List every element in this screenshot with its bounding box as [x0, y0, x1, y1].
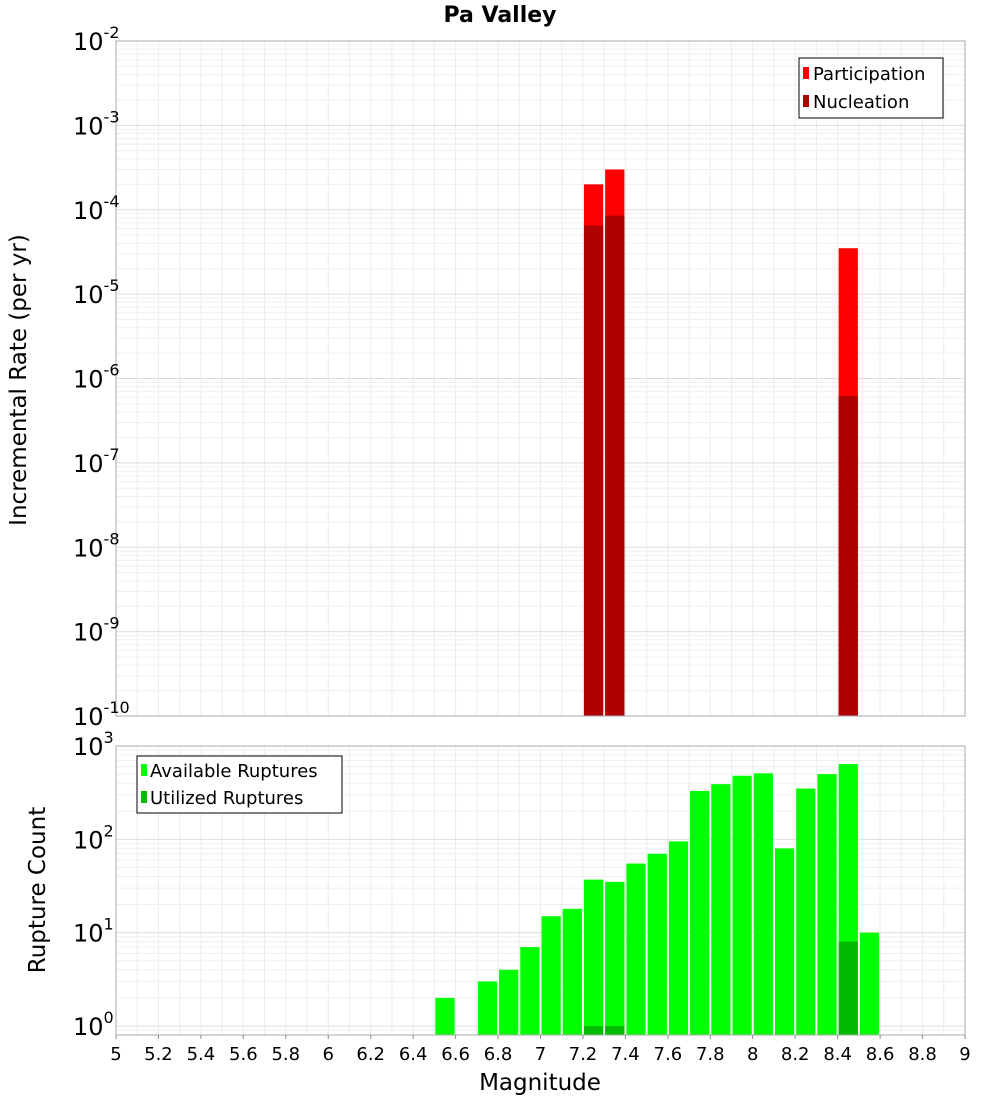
rate-bars	[583, 169, 858, 717]
available-ruptures-bar	[605, 881, 625, 1035]
legend-label-utilized: Utilized Ruptures	[150, 788, 303, 809]
x-tick-label: 5.6	[229, 1044, 258, 1065]
available-ruptures-bar	[732, 775, 752, 1035]
x-tick-label: 8.6	[866, 1044, 895, 1065]
available-ruptures-bar	[541, 916, 561, 1035]
x-tick-label: 5.2	[144, 1044, 173, 1065]
available-ruptures-bar	[647, 853, 667, 1035]
x-tick-label: 7.8	[696, 1044, 725, 1065]
legend-label-available: Available Ruptures	[150, 761, 318, 782]
utilized-ruptures-bar	[838, 941, 858, 1035]
rate-legend: Participation Nucleation	[798, 57, 944, 119]
x-tick-label: 8.8	[908, 1044, 937, 1065]
rate-grid	[115, 41, 966, 717]
rate-y-ticks: 10-2 10-3 10-4 10-5 10-6 10-7 10-8 10-9 10-10	[73, 23, 130, 731]
rate-y-tick-label: 10-3	[73, 107, 120, 140]
rate-y-tick-label: 10-2	[73, 23, 120, 56]
available-ruptures-bar	[817, 774, 837, 1035]
legend-swatch-nucleation	[803, 95, 809, 107]
rate-y-axis-label: Incremental Rate (per yr)	[6, 234, 32, 526]
count-y-tick-label: 102	[73, 821, 114, 854]
x-tick-label: 7.6	[654, 1044, 683, 1065]
x-tick-label: 6.8	[484, 1044, 513, 1065]
count-panel: 103 102 101 100 5 5.2 5.4 5.6 5.8 6 6.2 6.4 6.6 6.8 7…	[25, 728, 971, 1096]
rate-y-tick-label: 10-10	[73, 698, 130, 731]
rate-y-tick-label: 10-8	[73, 529, 120, 562]
available-ruptures-bar	[859, 932, 880, 1035]
x-tick-label: 7	[535, 1044, 546, 1065]
count-y-tick-label: 103	[73, 728, 114, 761]
count-y-tick-label: 100	[73, 1008, 114, 1041]
available-ruptures-bar	[562, 908, 582, 1035]
available-ruptures-bar	[690, 790, 710, 1035]
nucleation-bar	[838, 396, 858, 716]
available-ruptures-bar	[583, 879, 604, 1035]
rate-y-tick-label: 10-4	[73, 192, 120, 225]
available-ruptures-bar	[477, 981, 498, 1035]
count-y-axis-label: Rupture Count	[25, 807, 51, 973]
utilized-ruptures-bar	[605, 1025, 625, 1035]
available-ruptures-bar	[499, 969, 519, 1035]
count-y-ticks: 103 102 101 100	[73, 728, 114, 1041]
legend-label-nucleation: Nucleation	[813, 92, 909, 113]
available-ruptures-bar	[711, 784, 731, 1035]
count-x-ticks: 5 5.2 5.4 5.6 5.8 6 6.2 6.4 6.6 6.8 7 7.2 7.4 7.6 7.8 8…	[110, 1035, 971, 1065]
available-ruptures-bar	[796, 788, 816, 1035]
rate-y-tick-label: 10-9	[73, 614, 120, 647]
count-legend-box	[136, 755, 343, 814]
x-tick-label: 6	[323, 1044, 334, 1065]
legend-swatch-available	[141, 764, 147, 776]
rate-y-tick-label: 10-7	[73, 445, 120, 478]
x-tick-label: 5.4	[187, 1044, 216, 1065]
count-legend: Available Ruptures Utilized Ruptures	[136, 755, 343, 814]
available-ruptures-bar	[753, 773, 773, 1035]
x-axis-label: Magnitude	[479, 1070, 601, 1096]
utilized-ruptures-bar	[583, 1025, 604, 1035]
x-tick-label: 8	[747, 1044, 758, 1065]
x-tick-label: 6.2	[356, 1044, 385, 1065]
x-tick-label: 5	[110, 1044, 121, 1065]
x-tick-label: 5.8	[271, 1044, 300, 1065]
available-ruptures-bar	[435, 997, 455, 1035]
x-tick-label: 6.4	[399, 1044, 428, 1065]
x-tick-label: 8.2	[781, 1044, 810, 1065]
rate-y-tick-label: 10-5	[73, 276, 120, 309]
chart-title: Pa Valley	[443, 3, 556, 28]
legend-swatch-participation	[803, 67, 809, 79]
x-tick-label: 9	[959, 1044, 970, 1065]
x-tick-label: 7.4	[611, 1044, 640, 1065]
available-ruptures-bar	[626, 863, 646, 1035]
x-tick-label: 8.4	[823, 1044, 852, 1065]
nucleation-bar	[605, 215, 625, 717]
available-ruptures-bar	[520, 947, 540, 1035]
rate-legend-box	[798, 57, 944, 119]
available-ruptures-bar	[774, 848, 795, 1035]
legend-swatch-utilized	[141, 791, 147, 803]
rate-panel: 10-2 10-3 10-4 10-5 10-6 10-7 10-8 10-9 10-10 In…	[6, 23, 966, 731]
nucleation-bar	[583, 225, 604, 716]
count-y-tick-label: 101	[73, 915, 114, 948]
x-tick-label: 6.6	[441, 1044, 470, 1065]
x-tick-label: 7.2	[569, 1044, 598, 1065]
legend-label-participation: Participation	[813, 64, 925, 85]
count-bars	[435, 764, 880, 1035]
available-ruptures-bar	[668, 841, 689, 1035]
rate-plot-border	[115, 40, 966, 717]
rate-y-tick-label: 10-6	[73, 361, 120, 394]
